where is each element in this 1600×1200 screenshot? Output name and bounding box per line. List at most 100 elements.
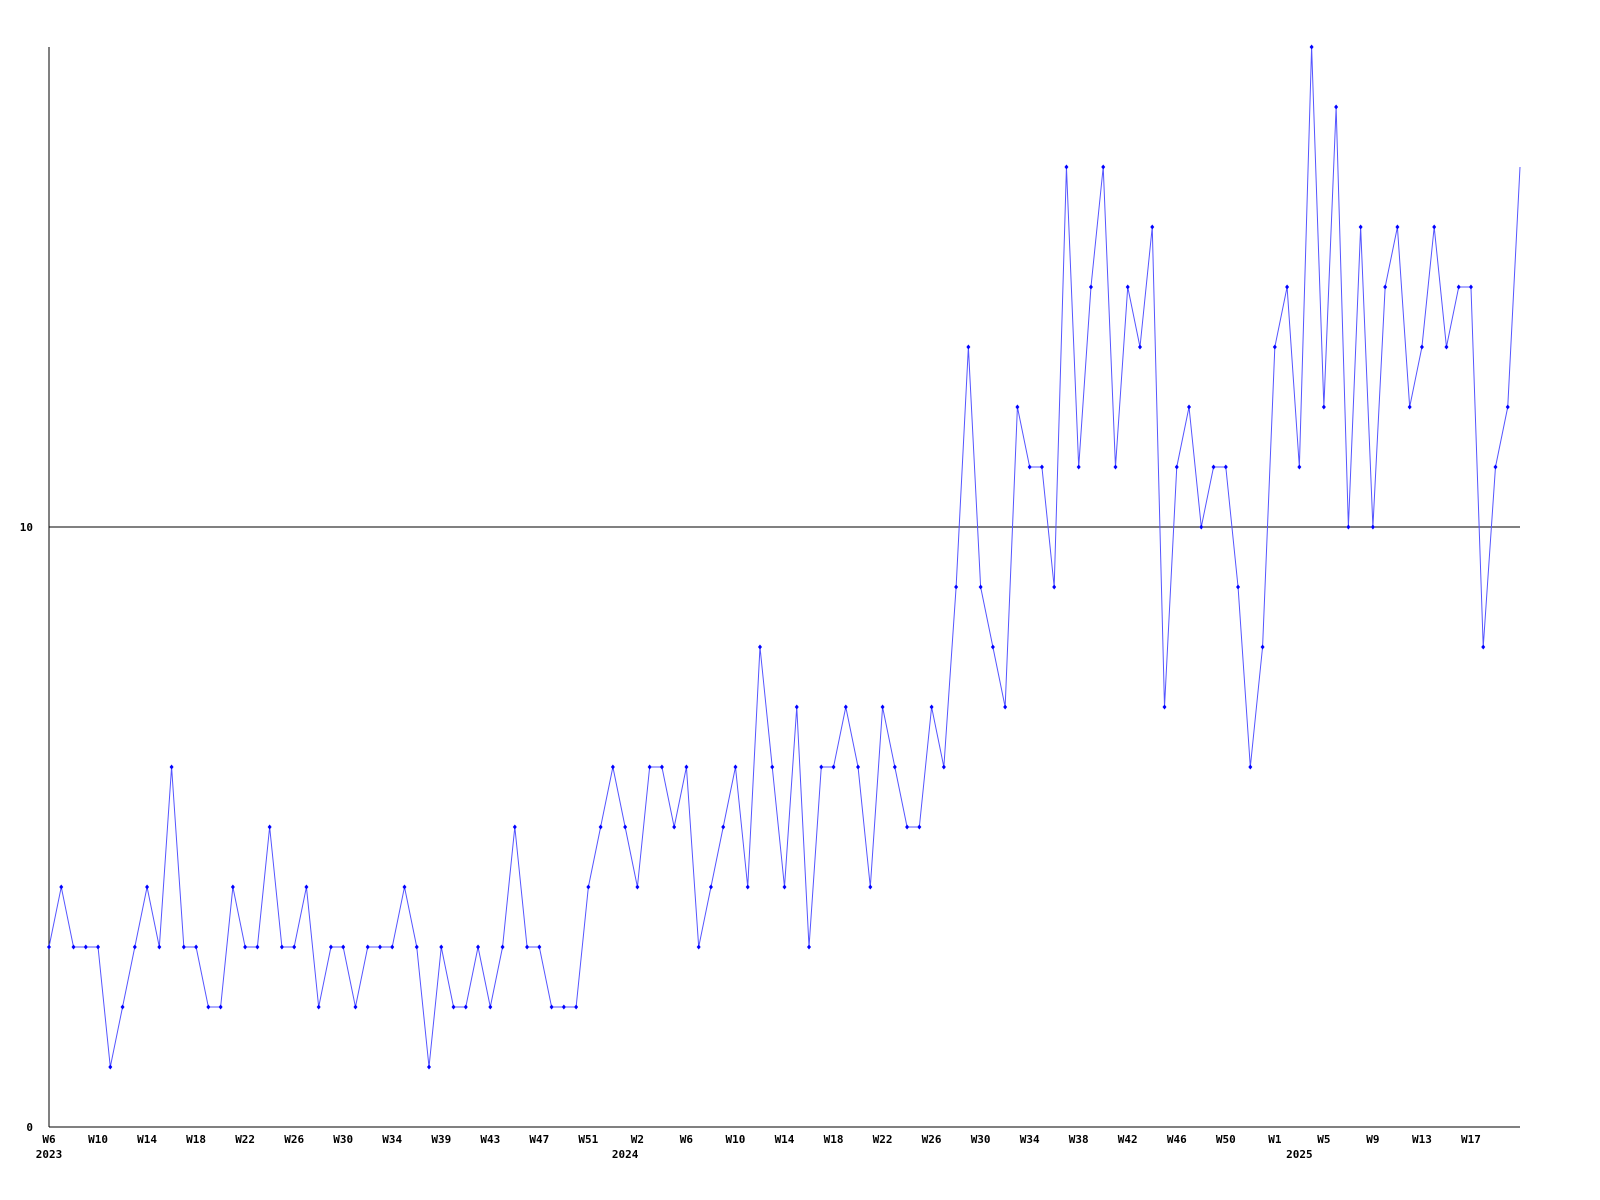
point (1076, 464, 1081, 470)
point (157, 944, 162, 950)
point (941, 764, 946, 770)
point (414, 944, 419, 950)
point (1321, 404, 1326, 410)
point (807, 944, 812, 950)
point (96, 944, 101, 950)
point (819, 764, 824, 770)
point (255, 944, 260, 950)
point (1027, 464, 1032, 470)
point (1101, 164, 1106, 170)
point (132, 944, 137, 950)
point (304, 884, 309, 890)
point (1174, 464, 1179, 470)
point (561, 1004, 566, 1010)
point (733, 764, 738, 770)
point (316, 1004, 321, 1010)
point (892, 764, 897, 770)
point (954, 584, 959, 590)
x-tick-label: W34 (1020, 1133, 1040, 1146)
point (439, 944, 444, 950)
x-tick-label: W34 (382, 1133, 402, 1146)
point (1211, 464, 1216, 470)
point (120, 1004, 125, 1010)
x-tick-label: W6 (680, 1133, 694, 1146)
point (463, 1004, 468, 1010)
point (1223, 464, 1228, 470)
point (868, 884, 873, 890)
point (990, 644, 995, 650)
point (549, 1004, 554, 1010)
point (390, 944, 395, 950)
point (782, 884, 787, 890)
point (696, 944, 701, 950)
point (929, 704, 934, 710)
point (108, 1064, 113, 1070)
point (451, 1004, 456, 1010)
point (537, 944, 542, 950)
x-tick-label: W26 (284, 1133, 304, 1146)
year-label: 2025 (1286, 1148, 1313, 1161)
point (169, 764, 174, 770)
point (831, 764, 836, 770)
point (659, 764, 664, 770)
point (978, 584, 983, 590)
point (500, 944, 505, 950)
x-tick-label: W17 (1461, 1133, 1481, 1146)
point (1039, 464, 1044, 470)
x-tick-label: W1 (1268, 1133, 1282, 1146)
x-tick-label: W46 (1167, 1133, 1187, 1146)
x-tick-label: W2 (631, 1133, 644, 1146)
point (905, 824, 910, 830)
point (880, 704, 885, 710)
point (47, 944, 51, 950)
point (672, 824, 677, 830)
x-tick-label: W42 (1118, 1133, 1138, 1146)
y-tick-label: 0 (26, 1121, 33, 1134)
point (488, 1004, 493, 1010)
point (1125, 284, 1130, 290)
x-tick-label: W30 (333, 1133, 353, 1146)
x-tick-label: W47 (529, 1133, 549, 1146)
point (1015, 404, 1020, 410)
x-tick-label: W51 (578, 1133, 598, 1146)
x-tick-label: W10 (88, 1133, 108, 1146)
point (574, 1004, 579, 1010)
point (230, 884, 235, 890)
point (745, 884, 750, 890)
point (1468, 284, 1473, 290)
point (1003, 704, 1008, 710)
x-tick-label: W22 (873, 1133, 893, 1146)
point (1456, 284, 1461, 290)
point (1407, 404, 1412, 410)
point (1383, 284, 1388, 290)
point (708, 884, 713, 890)
point (59, 884, 64, 890)
point (83, 944, 88, 950)
point (341, 944, 346, 950)
point (856, 764, 861, 770)
point (1419, 344, 1424, 350)
point (267, 824, 272, 830)
point (1309, 44, 1314, 50)
point (377, 944, 382, 950)
point (476, 944, 481, 950)
x-tick-label: W18 (186, 1133, 206, 1146)
point (328, 944, 333, 950)
year-label: 2023 (36, 1148, 63, 1161)
point (1113, 464, 1118, 470)
year-label: 2024 (612, 1148, 639, 1161)
point (292, 944, 297, 950)
x-tick-label: W50 (1216, 1133, 1236, 1146)
point (635, 884, 640, 890)
point (427, 1064, 432, 1070)
point (1358, 224, 1363, 230)
point (1444, 344, 1449, 350)
point (525, 944, 530, 950)
x-tick-label: W14 (137, 1133, 157, 1146)
point (1370, 524, 1375, 530)
point (1395, 224, 1400, 230)
x-tick-label: W6 (42, 1133, 56, 1146)
x-tick-label: W38 (1069, 1133, 1089, 1146)
point (1236, 584, 1241, 590)
